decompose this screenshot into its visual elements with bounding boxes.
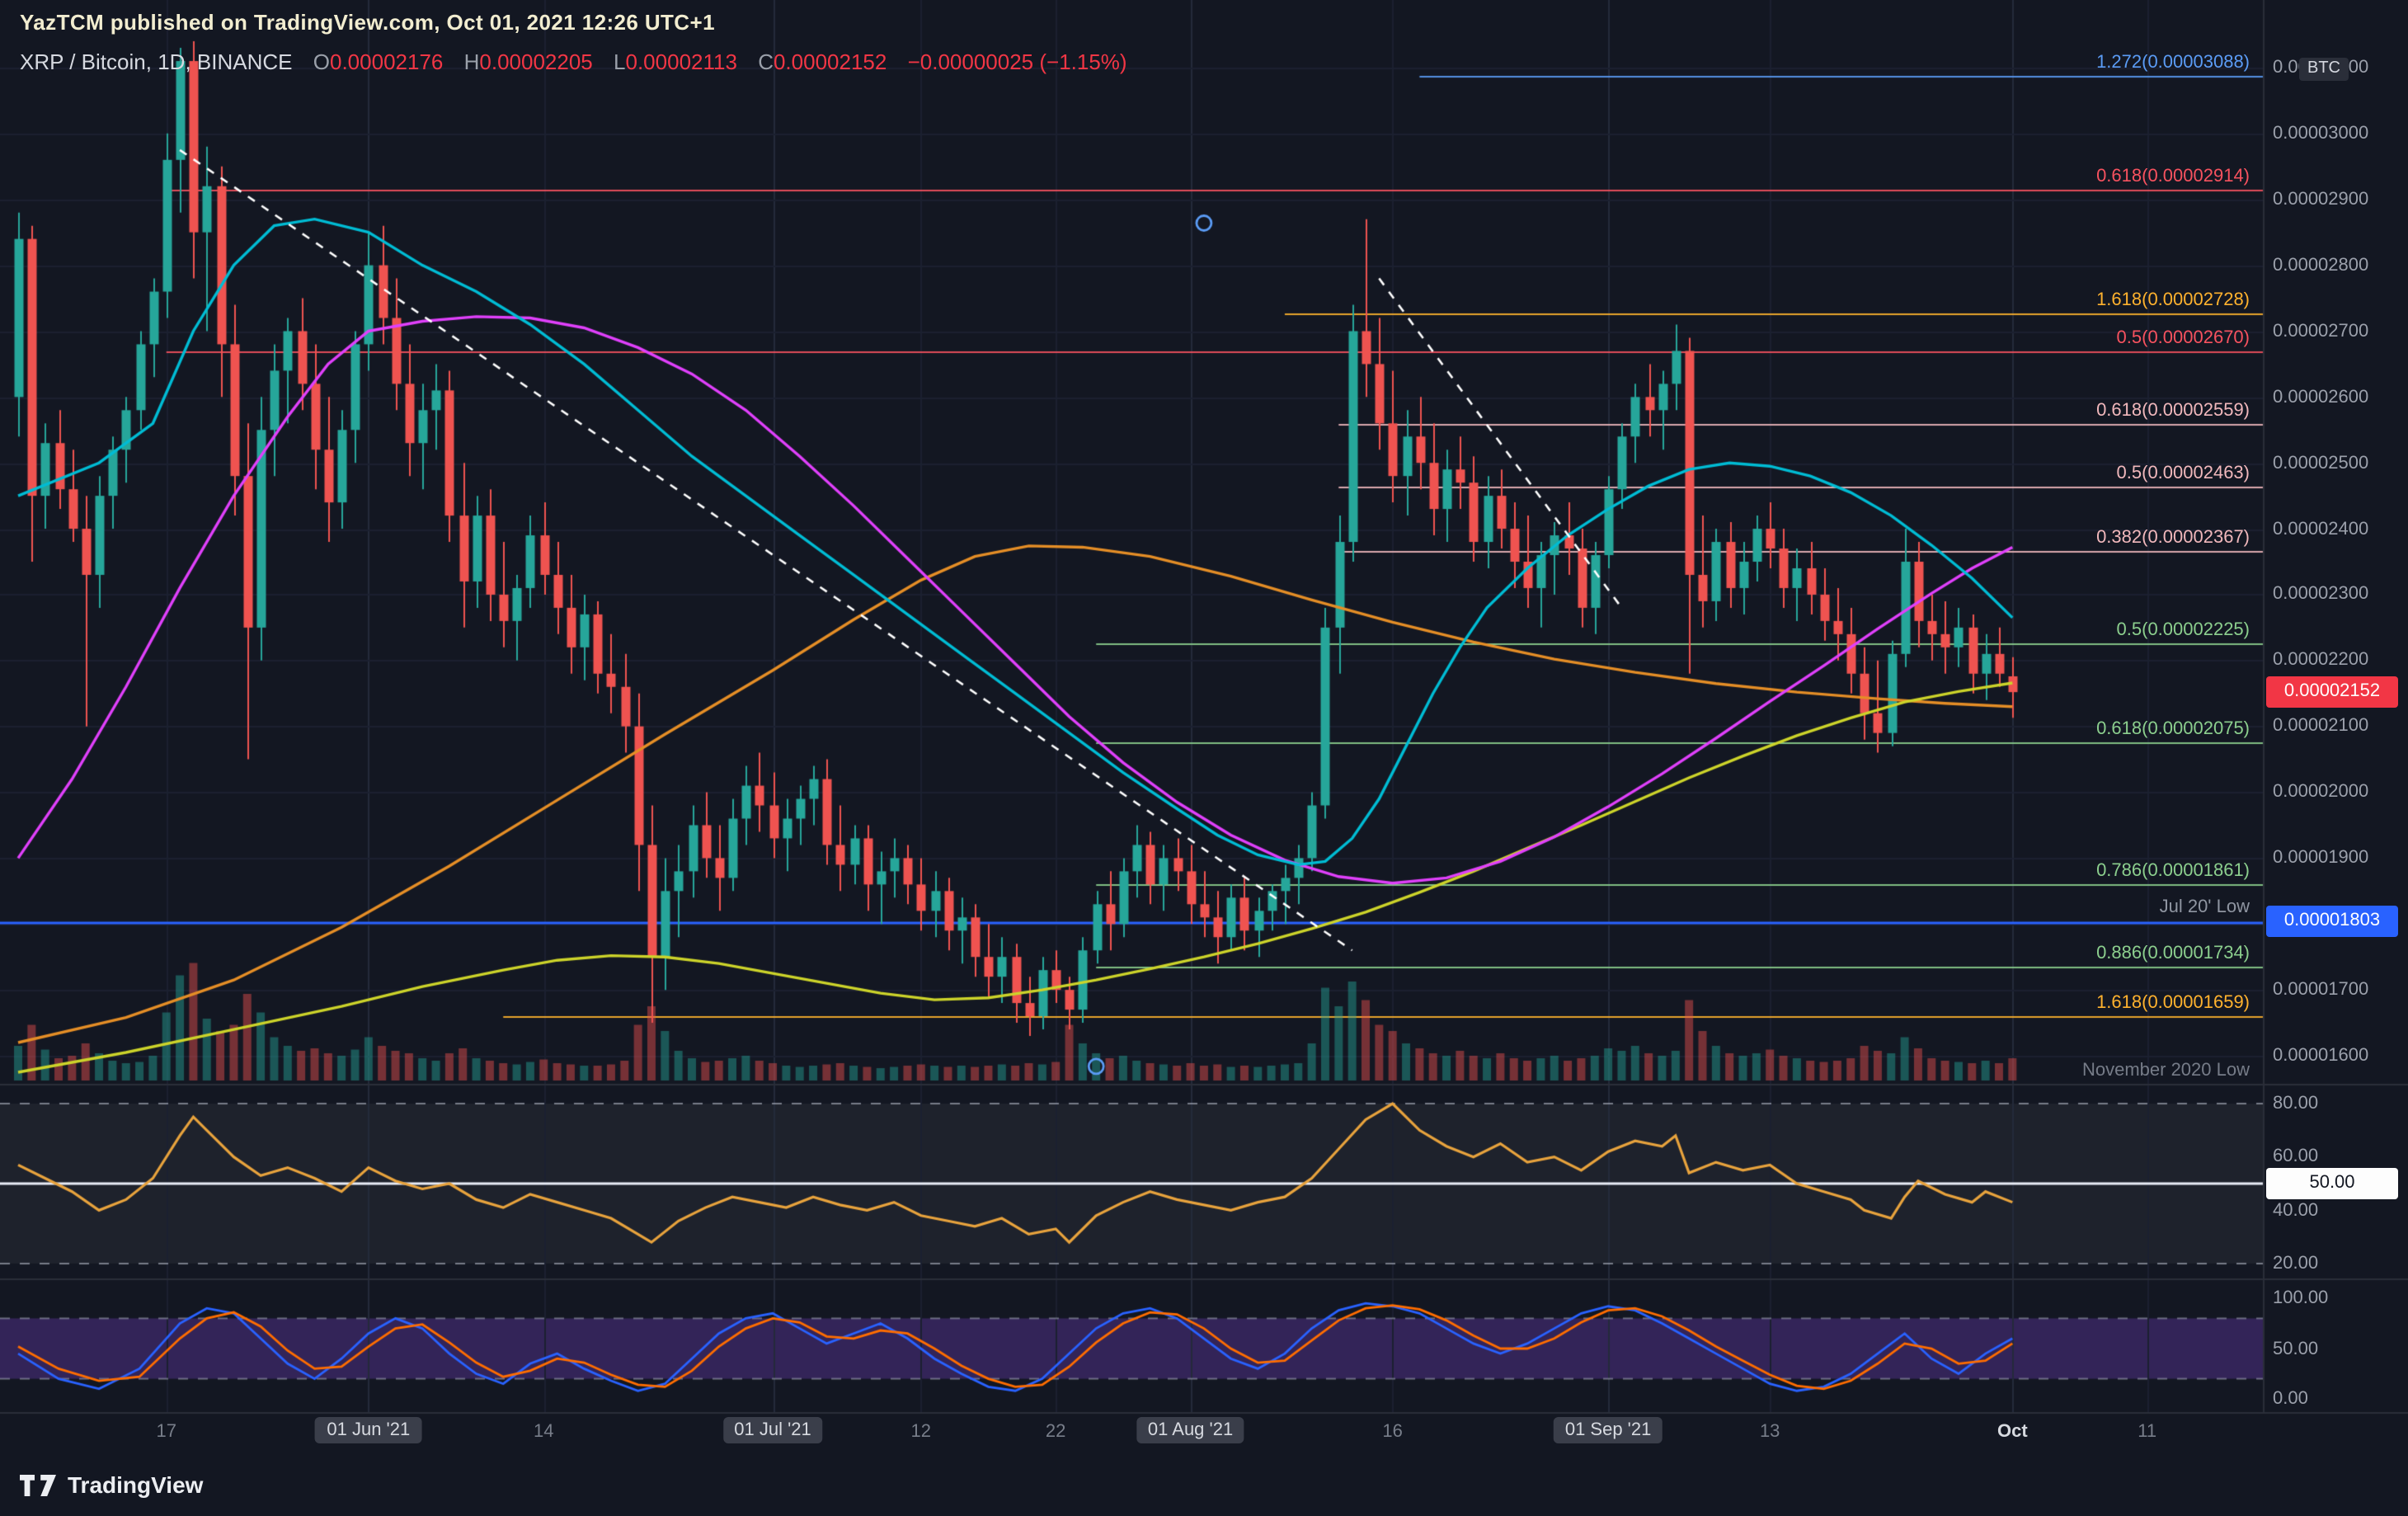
- price-axis-label: 0.00001600: [2273, 1046, 2369, 1066]
- tradingview-brand: TradingView: [68, 1471, 204, 1498]
- tradingview-logo-icon: [20, 1474, 56, 1495]
- change-value: −0.00000025 (−1.15%): [907, 49, 1127, 74]
- price-axis-label: 0.00002000: [2273, 782, 2369, 803]
- close-label: C: [758, 49, 774, 74]
- time-axis-label: 01 Jun '21: [315, 1417, 422, 1443]
- price-axis-label: 0.00002600: [2273, 387, 2369, 407]
- price-axis-label: 0.00003000: [2273, 123, 2369, 144]
- attribution-banner: YazTCM published on TradingView.com, Oct…: [20, 10, 715, 35]
- price-axis-label: 0.00002800: [2273, 255, 2369, 275]
- low-value: 0.00002113: [625, 49, 737, 74]
- price-axis-label: 0.00002700: [2273, 321, 2369, 341]
- price-axis-label: 0.00001900: [2273, 848, 2369, 869]
- time-axis-label: 11: [2138, 1422, 2157, 1442]
- price-axis-label: 0.00002300: [2273, 584, 2369, 605]
- time-axis-label: 14: [534, 1422, 554, 1442]
- tradingview-footer[interactable]: TradingView: [20, 1471, 203, 1498]
- stoch-axis-label: 100.00: [2273, 1288, 2329, 1308]
- price-axis-label: 0.00002500: [2273, 453, 2369, 473]
- time-axis-label: 16: [1382, 1422, 1403, 1442]
- symbol-legend: XRP / Bitcoin, 1D, BINANCE O0.00002176 H…: [20, 49, 1127, 74]
- price-axis-label: 0.00002400: [2273, 519, 2369, 539]
- price-axis-label: 0.00002200: [2273, 650, 2369, 671]
- time-axis-label: 17: [156, 1422, 176, 1442]
- rsi-axis-label: 20.00: [2273, 1254, 2319, 1274]
- quote-currency-badge: BTC: [2299, 58, 2349, 81]
- time-axis-label: 22: [1045, 1422, 1066, 1442]
- price-axis-label: 0.00001700: [2273, 980, 2369, 1000]
- price-axis[interactable]: 0.000031000.000030000.000029000.00002800…: [2263, 0, 2408, 1412]
- time-axis-label: 01 Sep '21: [1553, 1417, 1663, 1443]
- symbol-name[interactable]: XRP / Bitcoin: [20, 49, 146, 74]
- low-label: L: [614, 49, 626, 74]
- legend-separator: ,: [185, 49, 197, 74]
- rsi-axis-label: 40.00: [2273, 1200, 2319, 1221]
- time-axis-label: 12: [910, 1422, 932, 1442]
- high-label: H: [463, 49, 480, 74]
- stoch-axis-label: 0.00: [2273, 1389, 2308, 1409]
- time-axis-label: 01 Jul '21: [722, 1417, 823, 1443]
- exchange-label[interactable]: BINANCE: [196, 49, 293, 74]
- price-axis-label: 0.00002900: [2273, 189, 2369, 210]
- price-axis-label: 0.00002100: [2273, 716, 2369, 737]
- open-label: O: [313, 49, 330, 74]
- time-axis-label: 01 Aug '21: [1136, 1417, 1245, 1443]
- rsi-axis-label: 60.00: [2273, 1146, 2319, 1167]
- interval-label[interactable]: 1D: [158, 49, 186, 74]
- time-axis[interactable]: 17 01 Jun '21 14 01 Jul '21 12 22 01 Aug '21 16…: [0, 1412, 2408, 1458]
- open-value: 0.00002176: [330, 49, 444, 74]
- current-price-badge: 0.00002152: [2266, 676, 2398, 709]
- legend-separator: ,: [145, 49, 158, 74]
- time-axis-label: 13: [1759, 1422, 1780, 1442]
- time-axis-label: Oct: [1996, 1422, 2028, 1442]
- close-value: 0.00002152: [773, 49, 887, 74]
- high-value: 0.00002205: [479, 49, 593, 74]
- rsi-mid-badge: 50.00: [2266, 1168, 2398, 1199]
- rsi-axis-label: 80.00: [2273, 1094, 2319, 1113]
- support-price-badge: 0.00001803: [2266, 906, 2398, 938]
- stoch-axis-label: 50.00: [2273, 1339, 2319, 1358]
